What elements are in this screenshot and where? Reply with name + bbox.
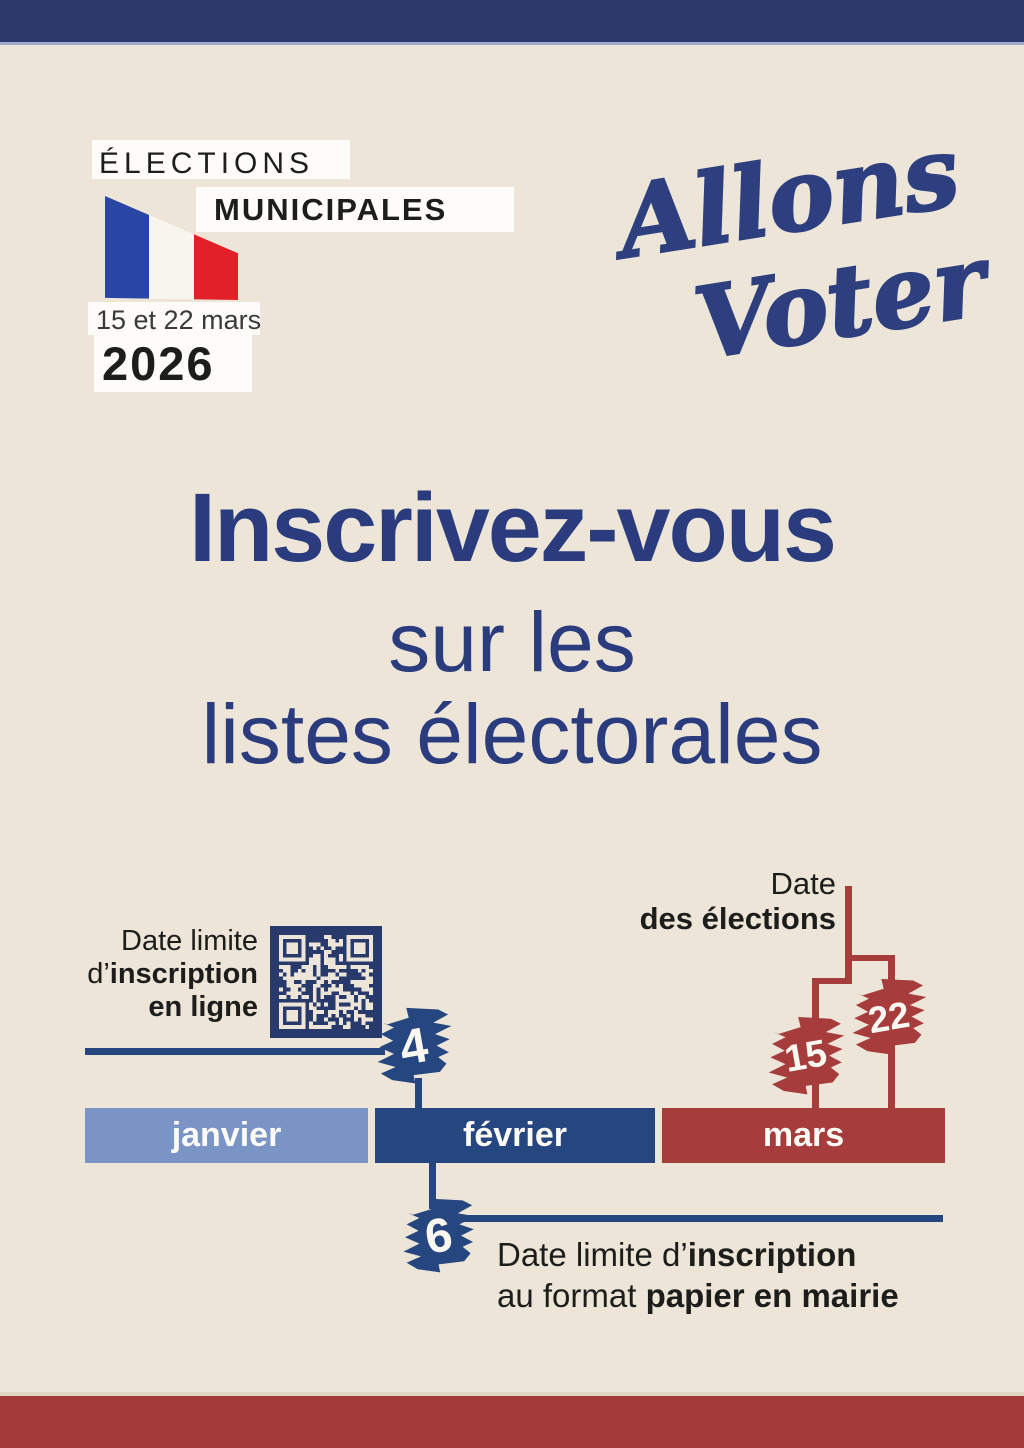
headline-line3: listes électorales [201,687,823,781]
qr-code-icon [270,926,382,1038]
election-dates-stem [845,886,852,984]
election-dates-label: Date des élections [540,866,836,936]
day-marker-15-label: 15 [781,1032,830,1081]
election-dates-line1: Date [770,866,836,901]
online-deadline-line2: d’inscription [87,958,258,990]
month-bar-janvier: janvier [85,1108,368,1163]
paper-deadline-line2: au format papier en mairie [497,1277,899,1314]
headline-line2: sur les [388,595,636,689]
logo-chip [94,334,252,392]
logo-chip [92,140,350,179]
month-bar-fevrier: février [375,1108,655,1163]
online-deadline-line3: en ligne [148,991,258,1023]
logo-title-line2: MUNICIPALES [214,192,448,227]
logo-chip [88,302,260,335]
paper-deadline-line1: Date limite d’inscription [497,1236,857,1273]
top-bar-edge [0,42,1024,45]
day-marker-22-label: 22 [865,994,913,1042]
bottom-bar [0,1396,1024,1448]
logo-dates: 15 et 22 mars [96,305,262,335]
online-deadline-label: Date limite d’inscription en ligne [30,925,258,1024]
month-bar-mars: mars [662,1108,945,1163]
online-deadline-line1: Date limite [121,925,258,957]
logo-chip [196,187,514,232]
day-marker-22: 22 [852,978,927,1055]
allons-voter-logo: Allons Voter ! [601,113,1024,384]
day-15-branch [812,978,852,984]
paper-deadline-label: Date limite d’inscription au format papi… [497,1234,977,1316]
day-4-stem [415,1078,422,1110]
day-marker-4: 4 [377,1007,452,1084]
bottom-bar-edge [0,1392,1024,1396]
top-bar [0,0,1024,42]
headline-line1: Inscrivez-vous [189,473,837,582]
paper-deadline-connector [455,1215,943,1222]
election-dates-line2: des élections [639,901,836,936]
logo-title-line1: ÉLECTIONS [99,147,315,180]
logo-year: 2026 [102,337,215,390]
day-marker-6: 6 [403,1198,476,1273]
day-marker-15: 15 [768,1017,845,1095]
day-6-stem [429,1163,436,1209]
online-deadline-connector [85,1048,385,1055]
day-22-branch [845,955,895,961]
